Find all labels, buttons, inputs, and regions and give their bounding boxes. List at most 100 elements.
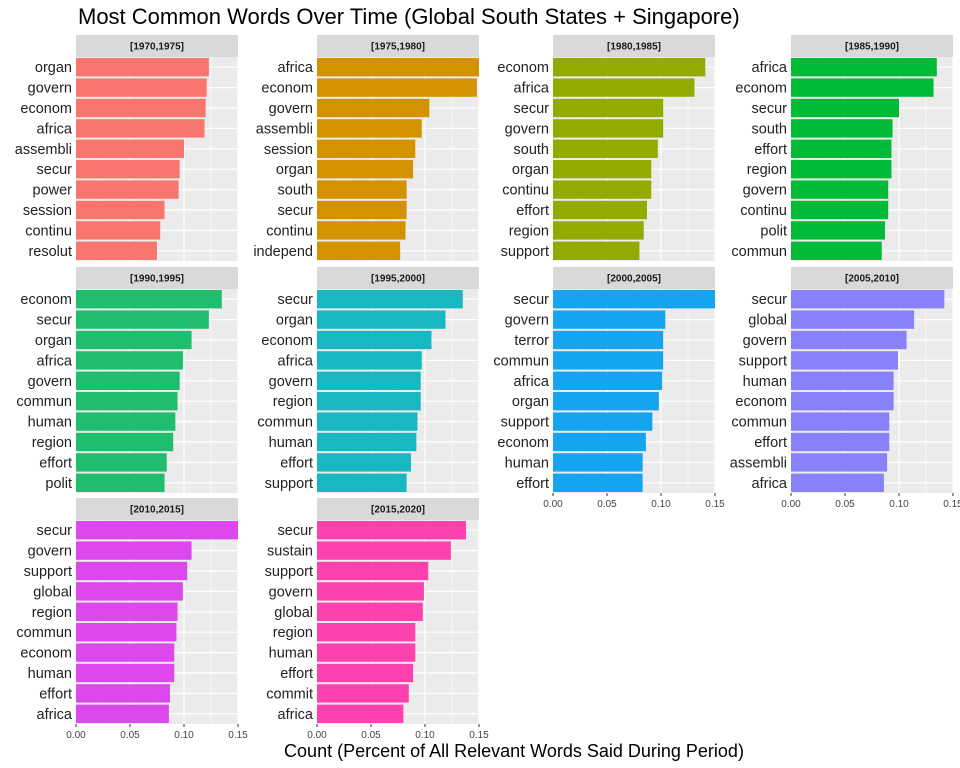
category-label: support	[24, 564, 72, 580]
category-label: govern	[28, 374, 72, 390]
bar	[76, 160, 180, 179]
facet-panel: [1975,1980] africa econom govern assembli ses…	[253, 35, 480, 261]
facet-panel: [1985,1990] africa econom secur south effort r…	[731, 35, 954, 261]
facet-strip-label: [2000,2005]	[607, 274, 661, 285]
category-label: polit	[45, 476, 72, 492]
bar	[553, 310, 666, 329]
bar	[76, 290, 222, 309]
category-label: session	[264, 142, 313, 158]
category-label: global	[33, 584, 72, 600]
bar	[553, 330, 664, 350]
category-label: human	[505, 455, 549, 471]
category-label: secur	[37, 162, 73, 178]
bar	[76, 58, 209, 77]
category-label: govern	[269, 584, 313, 600]
bar	[553, 453, 643, 472]
category-label: secur	[278, 203, 314, 219]
x-tick-label: 0.15	[705, 499, 725, 510]
bar	[553, 351, 664, 370]
facet-strip	[76, 498, 238, 520]
bar	[791, 371, 894, 390]
bar	[317, 330, 432, 350]
bar	[76, 200, 165, 220]
bar	[76, 541, 192, 560]
category-label: human	[28, 415, 72, 431]
bar	[317, 98, 430, 118]
bar	[76, 241, 157, 260]
category-label: effort	[39, 686, 72, 702]
category-label: africa	[37, 353, 73, 369]
category-label: secur	[514, 292, 550, 308]
category-label: power	[33, 183, 73, 199]
category-label: econom	[735, 81, 787, 97]
facet-strip-label: [2005,2010]	[845, 274, 899, 285]
bar	[317, 453, 411, 472]
bar	[317, 180, 407, 199]
bar	[76, 432, 174, 452]
category-label: effort	[516, 203, 549, 219]
bar	[317, 241, 401, 260]
category-label: effort	[280, 455, 313, 471]
category-label: govern	[743, 333, 787, 349]
bar	[791, 473, 884, 492]
bar	[76, 180, 179, 199]
category-label: govern	[269, 374, 313, 390]
x-tick-label: 0.10	[651, 499, 671, 510]
category-label: human	[269, 646, 313, 662]
bar	[791, 432, 890, 452]
category-label: secur	[752, 292, 788, 308]
bar	[76, 221, 161, 240]
bar	[76, 351, 183, 370]
category-label: south	[752, 121, 787, 137]
facet-strip	[791, 35, 953, 57]
bar	[76, 392, 178, 411]
bar	[553, 98, 664, 118]
facet-strip	[553, 35, 715, 57]
bar	[76, 561, 188, 581]
bar	[317, 521, 467, 540]
category-label: africa	[37, 121, 73, 137]
facet-strip	[317, 35, 479, 57]
x-tick-label: 0.10	[174, 730, 194, 741]
category-label: south	[278, 183, 313, 199]
category-label: commun	[731, 244, 787, 260]
category-label: econom	[497, 435, 549, 451]
x-tick-label: 0.15	[943, 499, 960, 510]
bar	[76, 330, 192, 350]
facet-strip	[76, 267, 238, 289]
bar	[76, 371, 180, 390]
facet-strip	[76, 35, 238, 57]
category-label: govern	[269, 101, 313, 117]
bar	[553, 432, 646, 452]
category-label: econom	[261, 333, 313, 349]
facet-strip-label: [2010,2015]	[130, 505, 184, 516]
category-label: econom	[497, 60, 549, 76]
bar	[553, 392, 659, 411]
category-label: africa	[278, 707, 314, 723]
bar	[791, 78, 934, 97]
bar	[76, 310, 209, 329]
x-tick-label: 0.05	[120, 730, 140, 741]
x-tick-label: 0.15	[228, 730, 248, 741]
facet-strip-label: [2015,2020]	[371, 505, 425, 516]
category-label: commun	[257, 415, 313, 431]
bar	[317, 412, 418, 431]
category-label: support	[501, 415, 549, 431]
facet-strip-label: [1995,2000]	[371, 274, 425, 285]
category-label: resolut	[28, 244, 72, 260]
category-label: sustain	[267, 544, 313, 560]
bar	[791, 139, 892, 158]
bar	[791, 58, 937, 77]
category-label: global	[748, 313, 787, 329]
facet-panel: [1980,1985] econom africa secur govern south o…	[497, 35, 716, 261]
bar	[76, 582, 183, 601]
facet-panel: [1970,1975] organ govern econom africa assemb…	[15, 35, 239, 261]
category-label: continu	[266, 223, 313, 239]
bar	[791, 412, 890, 431]
category-label: support	[739, 353, 787, 369]
category-label: assembli	[730, 455, 787, 471]
category-label: govern	[505, 313, 549, 329]
bar	[76, 98, 206, 118]
category-label: govern	[28, 81, 72, 97]
